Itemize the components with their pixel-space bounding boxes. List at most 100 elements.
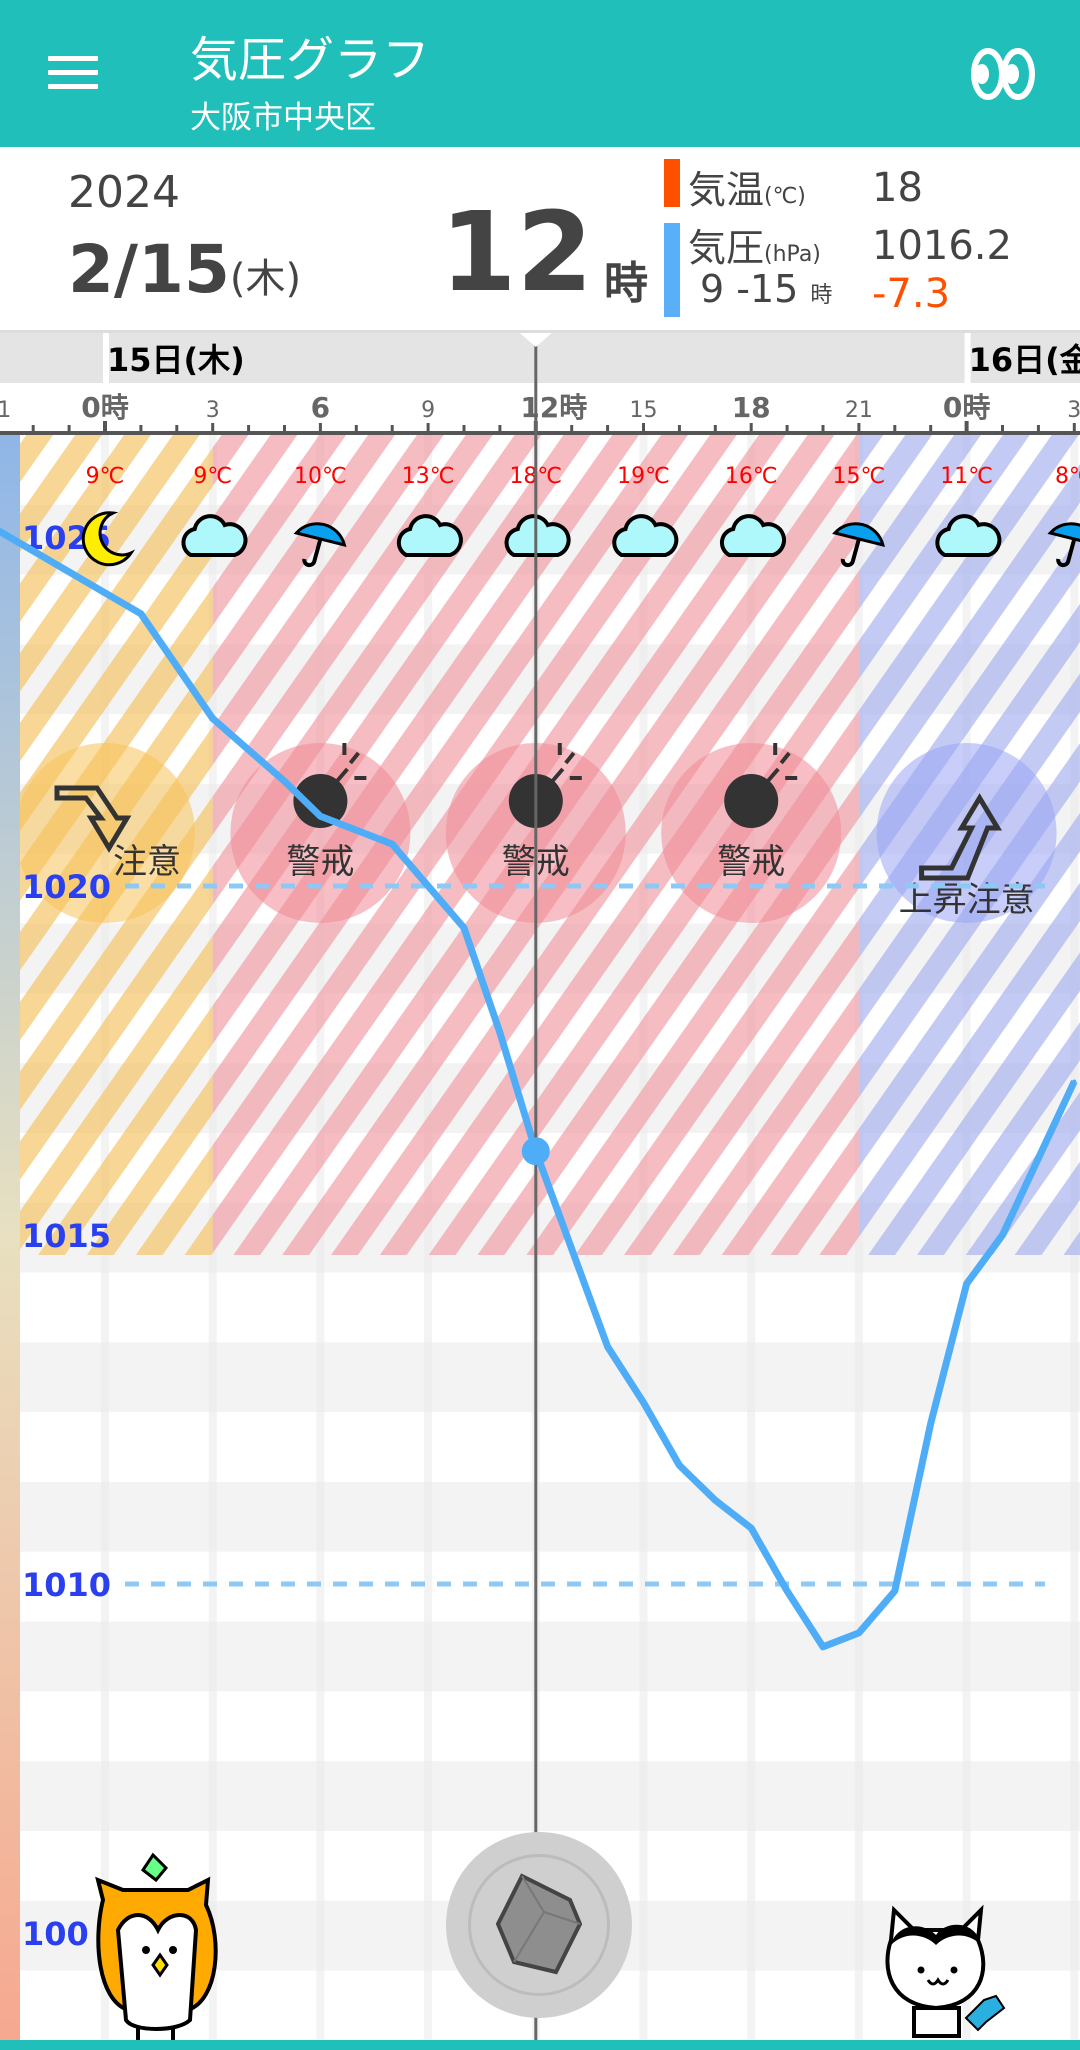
pressure-point [1072,1079,1077,1084]
cloud-icon [181,514,248,557]
moon-icon [81,511,136,567]
temp-label-text: 気温 [688,168,765,212]
cloud-shape [504,514,571,557]
umbrella-icon [293,522,347,568]
umbrella-canopy [832,522,885,548]
temp-label: 気温(℃) [688,159,806,214]
y-tick-label: 1015 [22,1217,111,1255]
cloud-shape [396,514,463,557]
bomb-icon [724,743,798,828]
current-time-pointer [519,333,552,347]
umbrella-handle [840,538,861,568]
temp-value: 18 [872,165,923,211]
alert-badge-label: 警戒 [286,842,354,882]
owl-character[interactable] [78,1850,238,2040]
stone-button[interactable] [446,1832,632,2018]
range-unit: 時 [810,283,833,308]
date-value: 2/15 [68,231,230,308]
temperature-label: 13℃ [402,464,455,489]
bomb-icon [293,743,367,828]
pressure-change: -7.3 [872,271,951,317]
hour-label: 21 [0,398,11,423]
weekday: (木) [229,256,302,302]
cloud-icon [935,514,1002,557]
pressure-point [462,925,466,930]
time-ruler [0,383,1080,435]
day-label: 16日(金 [969,341,1080,379]
hour-label: 3 [206,398,220,423]
page-title: 気圧グラフ [190,32,431,88]
alert-badge-glow [230,743,411,923]
pressure-point [103,590,107,595]
umbrella-icon [832,522,885,568]
alert-badge-label: 注意 [113,842,181,882]
bottom-bar [0,2040,1080,2050]
pressure-point [318,814,323,819]
cloud-shape [719,514,787,557]
pressure-point [138,611,143,616]
hour-label: 15 [630,398,658,423]
alert-badge-glow [661,743,842,923]
temperature-label: 15℃ [833,464,886,489]
background-stripe [0,1551,1080,1622]
bomb-spark [764,743,798,785]
hour-label: 12時 [520,391,587,424]
day-label: 15日(木) [107,341,245,379]
pressure-drop-arrow-icon [54,785,132,853]
pressure-scale-bar [0,435,20,2040]
y-tick-label: 1010 [22,1566,111,1604]
y-tick-label: 1020 [22,868,111,906]
cloud-icon [612,514,679,557]
alert-badge-label: 警戒 [717,842,785,882]
temperature-label: 9℃ [193,464,232,489]
day-divider [103,333,109,383]
bomb-spark [333,743,367,785]
pressure-rise-arrow-icon [919,793,1003,881]
location-label[interactable]: 大阪市中央区 [190,100,376,136]
umbrella-handle [302,538,323,568]
pressure-color-bar [664,223,680,317]
pressure-point [785,1588,790,1593]
eyes-icon[interactable] [970,46,1038,102]
background-stripe [0,1482,1080,1552]
cloud-shape [612,514,679,557]
y-tick-label: 100 [22,1915,89,1953]
cloud-shape [935,514,1002,557]
hour-label: 0時 [81,391,128,424]
hour-label: 3 [1067,398,1080,423]
umbrella-handle [1056,538,1077,568]
background-stripe [0,1621,1080,1692]
background-stripe [0,1691,1080,1762]
pressure-point [569,1246,574,1251]
cat-character[interactable] [866,1900,1026,2040]
pressure-point [282,779,287,784]
day-divider [964,333,971,383]
rise-arrow [919,793,1003,881]
pressure-point [713,1498,718,1503]
pressure-point [677,1463,682,1468]
year: 2024 [68,167,180,218]
bomb-body [293,774,348,828]
background-stripe [0,1412,1080,1482]
pressure-point [497,1030,502,1035]
temperature-label: 10℃ [294,464,347,489]
hamburger-menu-icon[interactable] [48,56,98,92]
pressure-point [928,1421,933,1426]
pressure-point [390,842,395,847]
app-bar: 気圧グラフ 大阪市中央区 [0,0,1080,147]
cloud-icon [719,514,787,557]
pressure-point [1000,1233,1005,1237]
background-stripe [0,1342,1080,1413]
pressure-point [605,1344,610,1349]
umbrella-canopy [293,522,347,548]
stone-icon [495,1873,583,1975]
moon-shape [81,511,136,567]
hour-label: 21 [845,398,873,423]
pressure-label: 気圧(hPa) [688,217,821,272]
temperature-label: 19℃ [617,464,670,489]
current-point-marker [521,1137,550,1166]
range-label: 9 -15 時 [700,267,832,311]
pressure-point [892,1588,897,1593]
cloud-shape [181,514,248,557]
